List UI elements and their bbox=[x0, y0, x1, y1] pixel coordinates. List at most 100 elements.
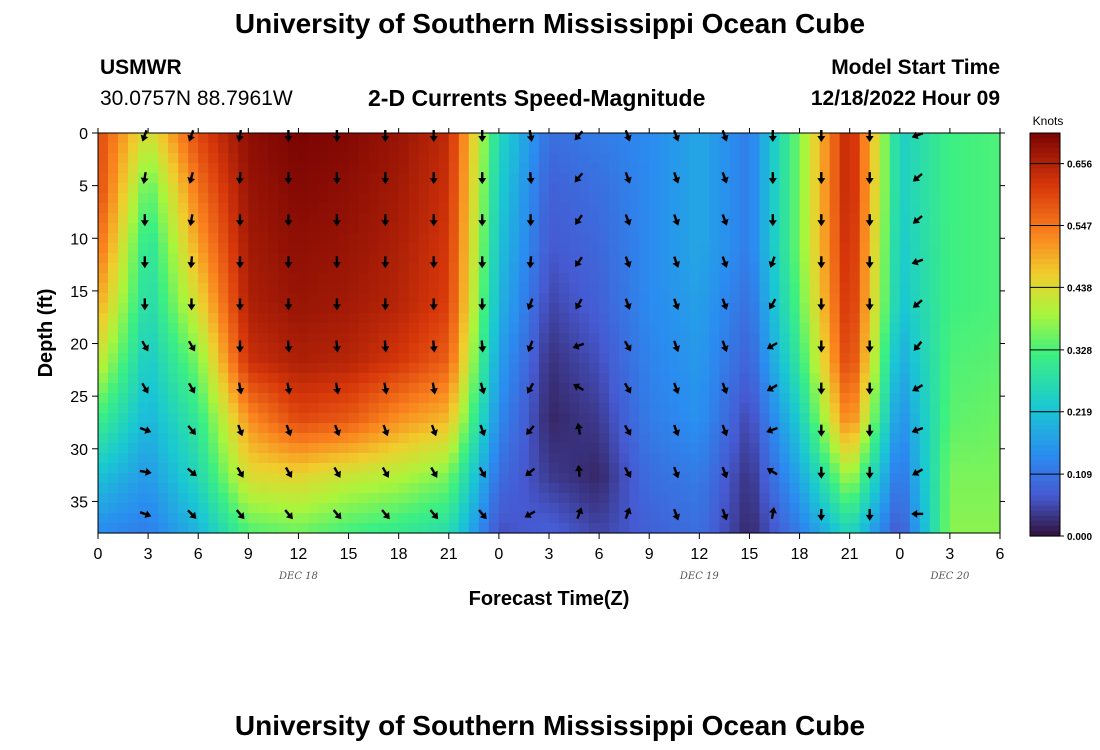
heatmap-cell bbox=[819, 183, 831, 194]
heatmap-cell bbox=[789, 193, 801, 204]
heatmap-cell bbox=[518, 453, 530, 464]
heatmap-cell bbox=[418, 243, 430, 254]
heatmap-cell bbox=[188, 183, 199, 194]
heatmap-cell bbox=[829, 303, 841, 314]
heatmap-cell bbox=[589, 323, 600, 334]
heatmap-cell bbox=[298, 143, 310, 154]
heatmap-cell bbox=[559, 393, 570, 404]
heatmap-cell bbox=[288, 193, 300, 204]
current-arrow bbox=[429, 172, 438, 185]
heatmap-cell bbox=[709, 223, 720, 234]
heatmap-cell bbox=[619, 293, 630, 304]
heatmap-cell bbox=[398, 233, 410, 244]
heatmap-cell bbox=[969, 443, 981, 454]
heatmap-cell bbox=[809, 373, 821, 384]
heatmap-cell bbox=[518, 463, 530, 474]
heatmap-cell bbox=[148, 383, 159, 394]
heatmap-cell bbox=[268, 283, 279, 294]
heatmap-cell bbox=[298, 133, 310, 144]
heatmap-cell bbox=[328, 523, 340, 534]
heatmap-cell bbox=[98, 153, 109, 164]
heatmap-cell bbox=[899, 393, 911, 404]
heatmap-cell bbox=[859, 173, 871, 184]
heatmap-cell bbox=[549, 243, 560, 254]
heatmap-cell bbox=[929, 353, 941, 364]
heatmap-cell bbox=[869, 323, 881, 334]
heatmap-cell bbox=[949, 283, 961, 294]
current-arrow bbox=[236, 214, 244, 227]
heatmap-cell bbox=[438, 293, 450, 304]
heatmap-cell bbox=[749, 243, 761, 254]
heatmap-cell bbox=[869, 333, 881, 344]
heatmap-cell bbox=[739, 293, 751, 304]
colorbar-cell bbox=[1030, 389, 1060, 396]
heatmap-cell bbox=[398, 453, 410, 464]
heatmap-cell bbox=[829, 473, 841, 484]
heatmap-cell bbox=[178, 213, 189, 224]
heatmap-cell bbox=[478, 463, 490, 474]
heatmap-cell bbox=[418, 303, 430, 314]
heatmap-cell bbox=[559, 463, 570, 474]
heatmap-cell bbox=[989, 383, 1001, 394]
heatmap-cell bbox=[549, 463, 560, 474]
heatmap-cell bbox=[669, 483, 680, 494]
heatmap-cell bbox=[989, 483, 1001, 494]
heatmap-cell bbox=[769, 183, 781, 194]
heatmap-cell bbox=[98, 133, 109, 144]
heatmap-cell bbox=[358, 453, 370, 464]
heatmap-cell bbox=[308, 153, 320, 164]
heatmap-cell bbox=[238, 413, 249, 424]
heatmap-cell bbox=[318, 313, 330, 324]
heatmap-cell bbox=[298, 203, 310, 214]
heatmap-cell bbox=[749, 523, 761, 534]
heatmap-cell bbox=[899, 433, 911, 444]
heatmap-cell bbox=[488, 313, 500, 324]
heatmap-cell bbox=[498, 233, 510, 244]
heatmap-cell bbox=[148, 303, 159, 314]
heatmap-cell bbox=[749, 473, 761, 484]
heatmap-cell bbox=[258, 383, 269, 394]
heatmap-cell bbox=[739, 463, 751, 474]
heatmap-cell bbox=[118, 233, 129, 244]
heatmap-cell bbox=[719, 363, 730, 374]
heatmap-cell bbox=[949, 433, 961, 444]
heatmap-cell bbox=[989, 473, 1001, 484]
heatmap-cell bbox=[118, 403, 129, 414]
heatmap-cell bbox=[759, 523, 771, 534]
heatmap-cell bbox=[739, 423, 751, 434]
heatmap-cell bbox=[398, 243, 410, 254]
heatmap-cell bbox=[128, 433, 139, 444]
heatmap-cell bbox=[478, 473, 490, 484]
current-arrow bbox=[720, 424, 729, 437]
heatmap-cell bbox=[839, 243, 851, 254]
heatmap-cell bbox=[679, 313, 690, 324]
heatmap-cell bbox=[609, 243, 620, 254]
heatmap-cell bbox=[268, 423, 279, 434]
heatmap-cell bbox=[358, 293, 370, 304]
heatmap-cell bbox=[739, 473, 751, 484]
heatmap-cell bbox=[308, 503, 320, 514]
heatmap-cell bbox=[919, 343, 931, 354]
heatmap-cell bbox=[659, 293, 670, 304]
heatmap-cell bbox=[408, 383, 420, 394]
heatmap-cell bbox=[659, 133, 670, 144]
heatmap-cell bbox=[549, 473, 560, 484]
heatmap-cell bbox=[458, 143, 470, 154]
heatmap-cell bbox=[228, 203, 239, 214]
heatmap-cell bbox=[639, 513, 650, 524]
heatmap-cell bbox=[138, 433, 149, 444]
heatmap-cell bbox=[859, 333, 871, 344]
heatmap-cell bbox=[789, 463, 801, 474]
heatmap-cell bbox=[188, 363, 199, 374]
heatmap-cell bbox=[619, 273, 630, 284]
heatmap-cell bbox=[378, 433, 390, 444]
heatmap-cell bbox=[899, 223, 911, 234]
heatmap-cell bbox=[589, 463, 600, 474]
heatmap-cell bbox=[609, 223, 620, 234]
heatmap-cell bbox=[338, 293, 350, 304]
heatmap-cell bbox=[318, 483, 330, 494]
heatmap-cell bbox=[278, 463, 290, 474]
heatmap-cell bbox=[869, 443, 881, 454]
heatmap-cell bbox=[569, 373, 580, 384]
heatmap-cell bbox=[418, 163, 430, 174]
